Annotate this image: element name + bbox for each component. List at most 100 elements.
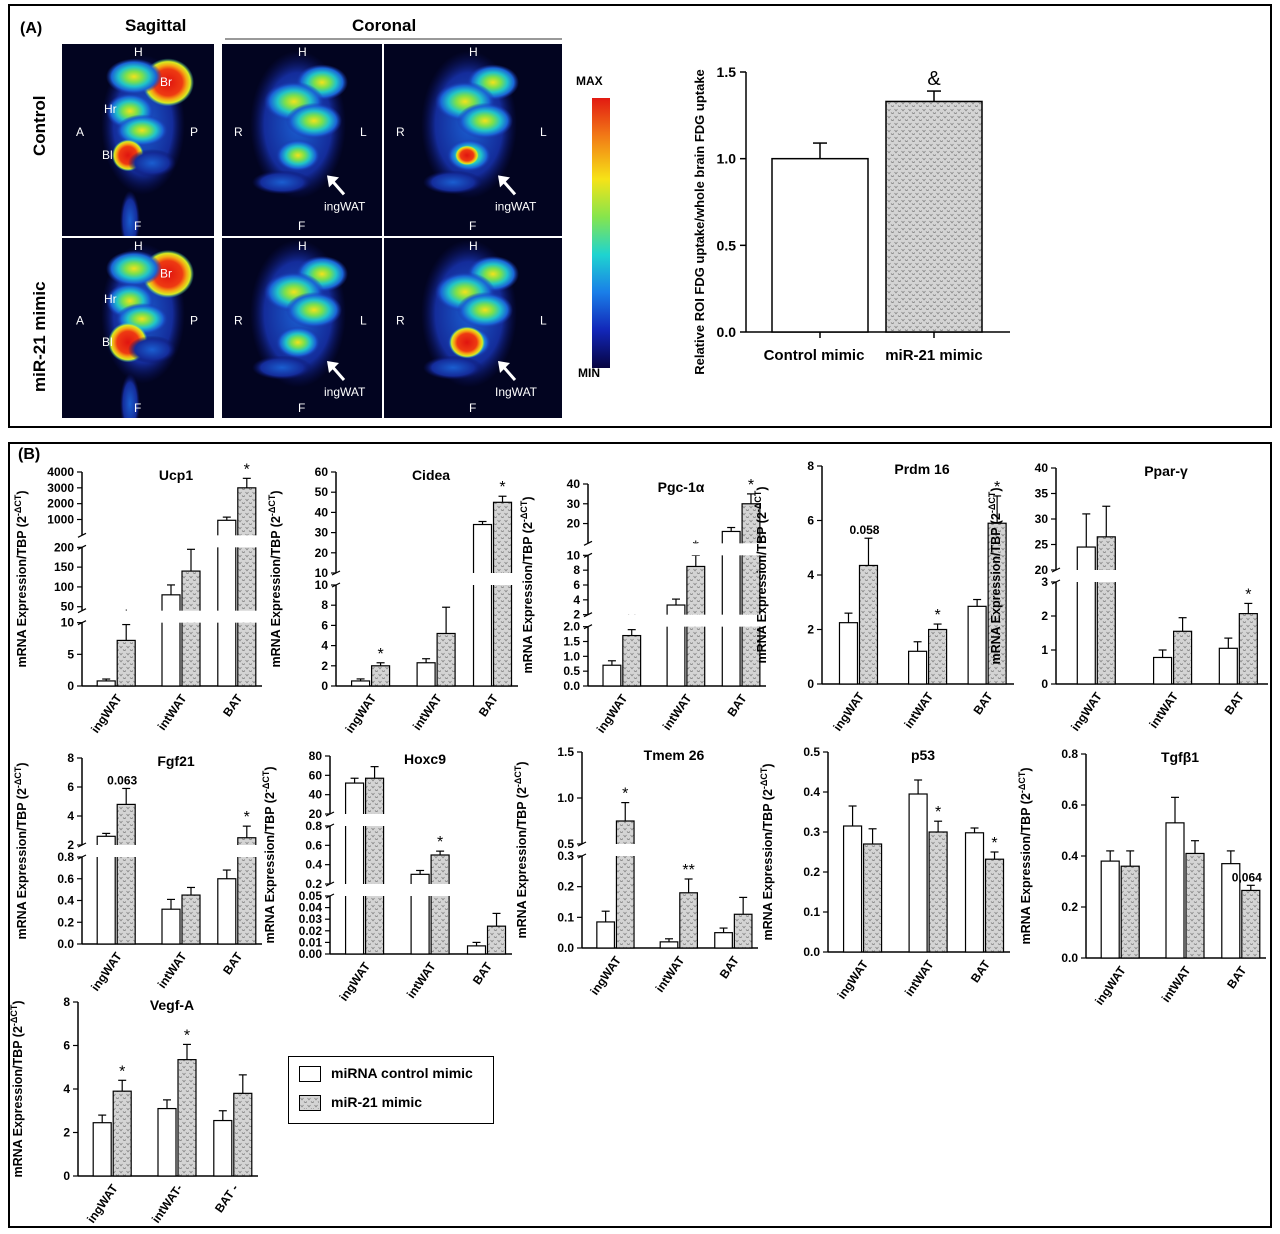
ingwat-label: ingWAT (495, 199, 537, 213)
x-tick-label: intWAT (1159, 963, 1194, 1005)
y-tick-label: 0 (67, 679, 74, 693)
pet-blob (106, 58, 162, 95)
bar-mimic-intwat (177, 1059, 197, 1177)
bar-mimic-intwat (436, 632, 456, 687)
orientation-label-h: H (298, 239, 307, 253)
bar-mimic-intwat (181, 570, 201, 687)
bar-mimic-intwat (181, 894, 201, 945)
break-band (344, 814, 385, 826)
y-tick-label: 4 (573, 593, 580, 607)
arrow-head-icon (498, 361, 510, 373)
x-tick-label: BAT (717, 953, 742, 981)
orientation-label-a: A (76, 313, 84, 327)
bar-control-bat (472, 523, 493, 687)
x-tick-label: intWAT (653, 953, 688, 995)
y-tick-label: 10 (315, 578, 329, 592)
y-tick-label: 20 (309, 807, 323, 821)
orientation-label-p: P (190, 125, 198, 139)
significance-mark: * (994, 479, 1000, 496)
bar-control-intwat (908, 793, 928, 953)
orientation-label-l: L (360, 125, 367, 139)
x-tick-label: BAT (220, 691, 245, 719)
break-band (416, 573, 457, 585)
y-tick-label: 0.0 (1061, 951, 1078, 965)
bar-mimic-intwat (1185, 852, 1205, 959)
y-tick-label: 0.3 (803, 825, 820, 839)
orientation-label-l: L (540, 125, 547, 139)
pet-haze (423, 170, 483, 195)
y-axis-label-exponent: -ΔCT (13, 766, 23, 788)
chart-ucp1: 0 5 10 50 100 150 200 1000 2000 3000 4000 * ingWAT in… (13, 461, 262, 736)
orientation-label-f: F (134, 401, 141, 415)
pet-blob (457, 292, 513, 328)
y-tick-label: 4 (321, 639, 328, 653)
break-band (721, 614, 761, 627)
y-axis-label: mRNA Expression/TBP (2-ΔCT) (13, 762, 29, 939)
y-tick-label: 4 (807, 568, 814, 582)
chart-hoxc9: 0.000.010.020.030.040.050.2 0.4 0.6 0.820 40… (261, 749, 512, 1004)
x-tick-label: intWAT (660, 691, 695, 733)
break-band (161, 535, 201, 548)
significance-mark: * (1245, 586, 1251, 603)
y-tick-label: 35 (1035, 487, 1049, 501)
y-tick-label: 0.4 (57, 894, 74, 908)
orientation-label-r: R (234, 125, 243, 139)
pet-tail (120, 190, 140, 236)
bar-control-bat (217, 878, 237, 945)
y-tick-label: 30 (1035, 512, 1049, 526)
chart-title: Hoxc9 (404, 751, 446, 767)
bar-mimic-ingwat (858, 564, 879, 685)
significance-mark: * (244, 809, 250, 826)
y-tick-label: 1.0 (557, 791, 574, 805)
orientation-label-r: R (234, 313, 243, 327)
break-band (602, 543, 642, 556)
bar-control-ingwat (838, 622, 859, 685)
break-band (216, 610, 257, 623)
y-tick-label: 6 (573, 578, 580, 592)
y-tick-label: 0 (1041, 677, 1048, 691)
arrow-head-icon (498, 175, 510, 188)
y-tick-label: 8 (573, 563, 580, 577)
y-tick-label: 0.8 (1061, 747, 1078, 761)
orientation-label-r: R (396, 125, 405, 139)
y-tick-label: 0.05 (299, 889, 323, 903)
x-tick-label: intWAT (155, 691, 190, 733)
bar-control-bat (1218, 647, 1238, 685)
y-tick-label: 30 (315, 526, 329, 540)
y-tick-label: 10 (567, 548, 581, 562)
y-tick-label: 80 (309, 749, 323, 763)
significance-mark: 0.063 (107, 773, 137, 787)
significance-mark: * (934, 607, 940, 624)
y-tick-label: 1.5 (563, 635, 580, 649)
y-tick-label: 60 (309, 768, 323, 782)
chart-pparg: 0 1 2 320 25 30 35 40 ingWAT intWAT * BAT Ppar-γ mRNA… (987, 461, 1268, 734)
bar-mimic-ingwat (364, 777, 385, 955)
arrow-head-icon (327, 361, 339, 373)
significance-mark: ** (682, 862, 694, 879)
y-tick-label: 1000 (47, 513, 74, 527)
break-band (216, 845, 257, 857)
y-tick-label: 30 (567, 497, 581, 511)
y-axis-label-exponent: -ΔCT (261, 770, 271, 792)
pet-blob (457, 102, 513, 139)
significance-mark: * (935, 804, 941, 821)
y-tick-label: 0.5 (563, 664, 580, 678)
bar-control-ingwat (96, 680, 116, 687)
panel-a: (A) Sagittal Coronal Control miR-21 mimi… (8, 4, 1272, 428)
pet-image-coronal-mimic: H F R L IngWAT (384, 238, 562, 418)
y-axis-label-exponent: -ΔCT (519, 500, 529, 522)
y-axis-label: mRNA Expression/TBP (2-ΔCT) (261, 766, 277, 943)
bar-mimic-bat (492, 501, 513, 687)
break-band (472, 573, 513, 585)
chart-title: Tgfβ1 (1161, 749, 1199, 765)
x-tick-label: BAT (470, 959, 495, 987)
y-axis-label: mRNA Expression/TBP (2-ΔCT) (9, 1000, 25, 1177)
x-tick-label: BAT (970, 689, 995, 717)
bar-mimic-ingwat (1096, 536, 1116, 685)
chart-vegfa: 0 2 4 6 8 * ingWAT * intWAT- BAT - Vegf-A mRNA Expr… (9, 995, 258, 1226)
pet-image-sagittal-control: H F A P Br Hr Bl (62, 44, 214, 236)
orientation-label-f: F (469, 219, 476, 233)
axis-break (77, 608, 87, 614)
significance-mark: * (748, 477, 754, 494)
bar-mimic-ingwat (615, 820, 635, 949)
